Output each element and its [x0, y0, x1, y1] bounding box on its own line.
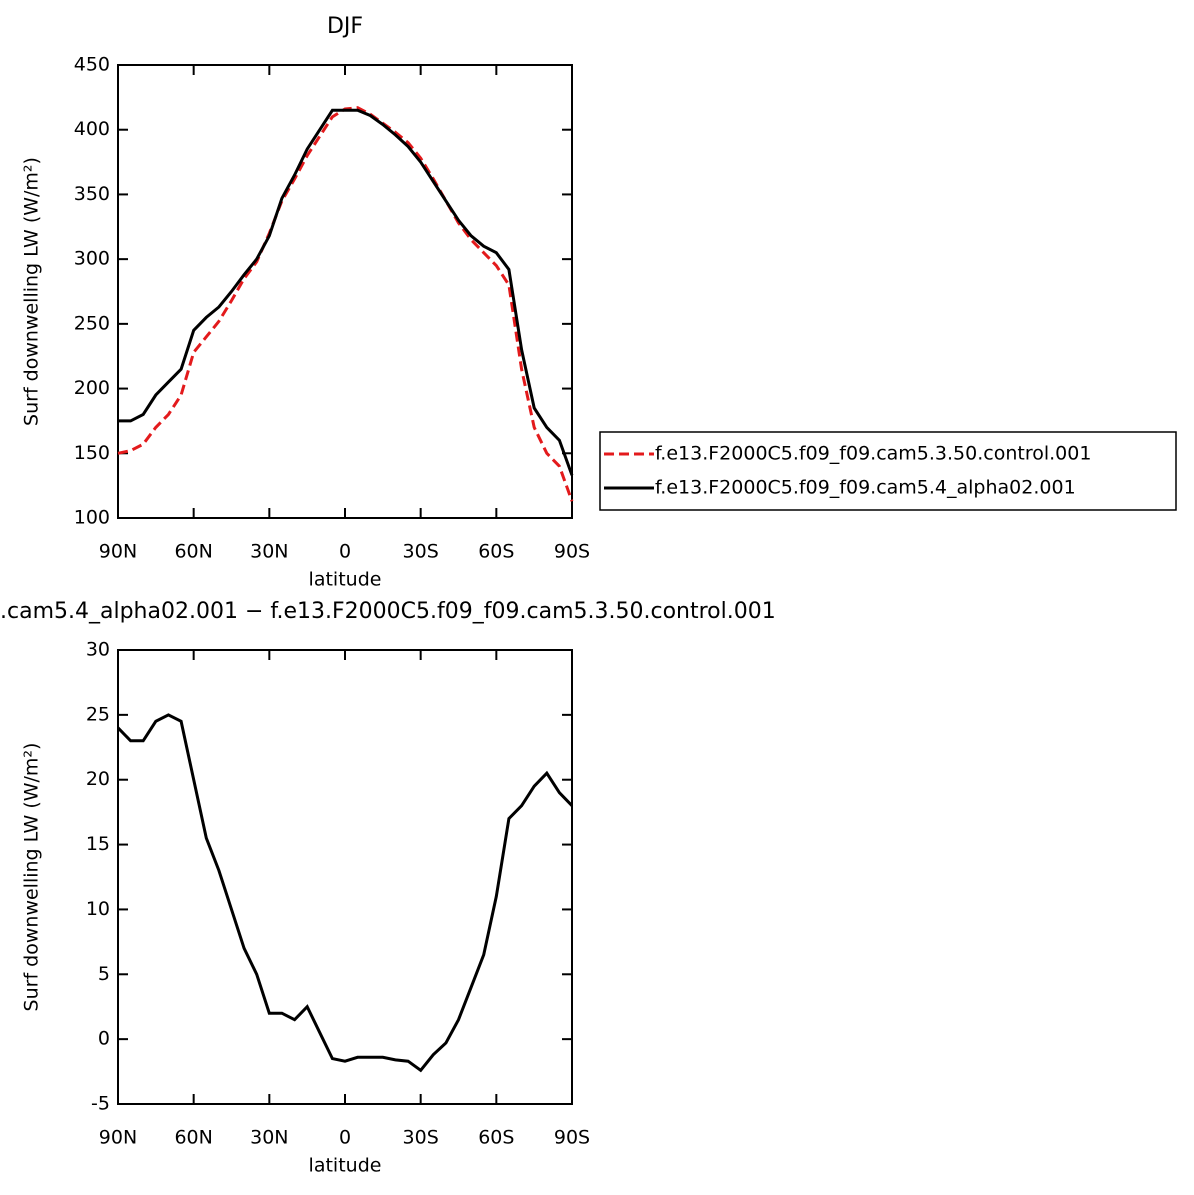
y-tick-label: 100: [74, 507, 110, 529]
y-tick-label: 450: [74, 54, 110, 76]
data-line: [118, 108, 574, 476]
y-tick-label: 0: [98, 1028, 110, 1050]
x-tick-label: 60S: [478, 1127, 514, 1149]
y-tick-label: -5: [91, 1093, 110, 1115]
plot-frame: [117, 64, 573, 519]
x-tick-label: 30N: [250, 1127, 288, 1149]
y-tick-label: 200: [74, 377, 110, 399]
x-tick-label: 90N: [99, 1127, 137, 1149]
legend-label: f.e13.F2000C5.f09_f09.cam5.4_alpha02.001: [655, 477, 1076, 499]
x-tick-label: 30S: [403, 1127, 439, 1149]
data-line: [117, 106, 574, 502]
y-tick-label: 30: [86, 639, 110, 661]
x-axis-label: latitude: [309, 1155, 382, 1177]
y-axis-label: Surf downwelling LW (W/m²): [21, 743, 43, 1012]
x-tick-label: 90S: [554, 541, 590, 563]
x-tick-label: 0: [339, 1127, 351, 1149]
y-tick-label: 10: [86, 898, 110, 920]
x-axis-label: latitude: [309, 569, 382, 591]
y-axis-label: Surf downwelling LW (W/m²): [21, 157, 43, 426]
chart-title: DJF: [327, 14, 363, 39]
chart-title: .cam5.4_alpha02.001 − f.e13.F2000C5.f09_…: [0, 599, 776, 624]
y-tick-label: 25: [86, 703, 110, 725]
plot-frame: [117, 649, 573, 1105]
x-tick-label: 60N: [174, 541, 212, 563]
y-tick-label: 250: [74, 312, 110, 334]
legend-box: [599, 431, 1177, 511]
x-tick-label: 0: [339, 541, 351, 563]
x-tick-label: 30S: [403, 541, 439, 563]
x-tick-label: 60S: [478, 541, 514, 563]
x-tick-label: 60N: [174, 1127, 212, 1149]
y-tick-label: 5: [98, 963, 110, 985]
y-tick-label: 300: [74, 248, 110, 270]
x-tick-label: 30N: [250, 541, 288, 563]
data-line: [116, 713, 574, 1073]
y-tick-label: 350: [74, 183, 110, 205]
x-tick-label: 90N: [99, 541, 137, 563]
legend-label: f.e13.F2000C5.f09_f09.cam5.3.50.control.…: [655, 443, 1091, 465]
y-tick-label: 400: [74, 118, 110, 140]
y-tick-label: 20: [86, 768, 110, 790]
y-tick-label: 150: [74, 442, 110, 464]
y-tick-label: 15: [86, 833, 110, 855]
x-tick-label: 90S: [554, 1127, 590, 1149]
